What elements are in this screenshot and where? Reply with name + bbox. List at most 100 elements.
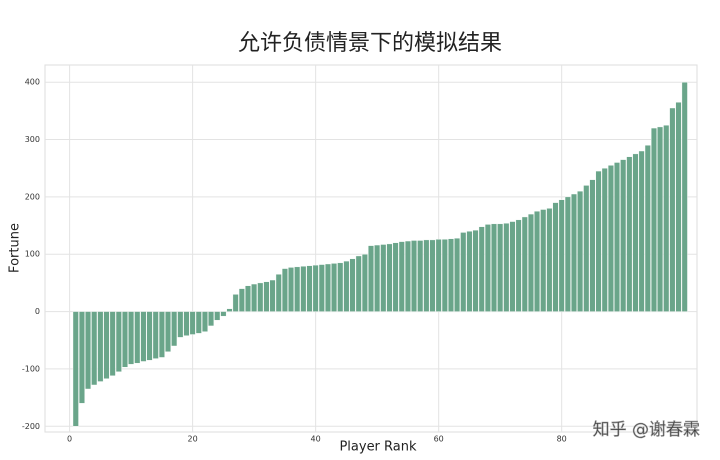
- bar: [380, 244, 387, 312]
- bar: [392, 242, 399, 312]
- bar: [620, 159, 627, 312]
- bar: [134, 311, 141, 364]
- chart-title: 允许负债情景下的模拟结果: [238, 31, 502, 56]
- bar: [238, 288, 245, 312]
- bar: [368, 245, 374, 312]
- bar: [355, 255, 362, 312]
- bar: [214, 311, 221, 321]
- bar: [644, 145, 651, 312]
- bar: [275, 274, 282, 312]
- bar: [540, 209, 547, 312]
- bar: [121, 311, 128, 368]
- y-tick-label: -200: [22, 422, 40, 431]
- bar: [527, 213, 534, 312]
- bar: [435, 239, 442, 312]
- bar: [417, 240, 424, 312]
- bar: [103, 311, 110, 379]
- bar: [564, 196, 571, 312]
- bar: [398, 241, 405, 312]
- y-tick-label: -100: [22, 364, 40, 373]
- bar: [152, 311, 159, 359]
- bar: [626, 156, 633, 312]
- bar: [552, 202, 559, 312]
- bar: [343, 260, 350, 312]
- y-tick-label: 200: [25, 192, 40, 201]
- bar: [374, 244, 381, 312]
- watermark: 知乎 @谢春霖: [593, 420, 700, 440]
- bar: [288, 267, 295, 312]
- bar: [232, 294, 239, 312]
- bar: [466, 231, 473, 312]
- bar: [195, 311, 202, 334]
- bar: [447, 238, 454, 312]
- y-tick-label: 100: [25, 250, 40, 259]
- bar: [571, 193, 577, 312]
- y-axis-label: Fortune: [8, 223, 23, 273]
- bar: [601, 168, 608, 312]
- bar: [177, 311, 184, 338]
- bar: [423, 239, 430, 312]
- bar: [411, 240, 418, 312]
- bar: [589, 179, 596, 312]
- bar: [632, 153, 639, 312]
- bar: [478, 226, 485, 312]
- bar: [140, 311, 147, 362]
- bar: [226, 308, 233, 312]
- y-tick-label: 300: [25, 135, 40, 144]
- bar: [294, 266, 301, 312]
- bar: [472, 229, 479, 312]
- bar: [306, 265, 313, 312]
- bar: [165, 311, 171, 352]
- bar: [509, 221, 516, 312]
- bar: [349, 258, 356, 312]
- bar: [650, 127, 657, 312]
- bar: [281, 268, 288, 312]
- bar: [441, 239, 448, 312]
- bar: [220, 311, 227, 317]
- bar: [312, 264, 319, 312]
- bar: [607, 165, 614, 312]
- bar: [300, 266, 307, 312]
- bar: [183, 311, 190, 336]
- bar: [85, 311, 92, 390]
- bar: [491, 223, 497, 312]
- bar: [657, 126, 664, 312]
- bar: [245, 285, 251, 312]
- bar: [503, 223, 510, 312]
- bar: [72, 311, 79, 427]
- x-tick-label: 60: [434, 435, 444, 444]
- bar: [269, 279, 276, 312]
- bar: [263, 281, 270, 312]
- bar: [404, 240, 411, 312]
- bar: [497, 223, 504, 312]
- bar: [91, 311, 98, 386]
- bar: [675, 102, 682, 312]
- bar: [189, 311, 196, 335]
- bar: [521, 216, 528, 312]
- bar: [208, 311, 215, 327]
- x-tick-label: 40: [311, 435, 321, 444]
- plot-area: [44, 64, 698, 433]
- bar: [515, 219, 522, 312]
- bar: [324, 263, 331, 312]
- x-tick-label: 80: [557, 435, 567, 444]
- bar: [669, 107, 676, 312]
- bar: [583, 185, 590, 312]
- bar: [460, 232, 467, 312]
- bar: [128, 311, 135, 365]
- bar: [614, 162, 621, 312]
- bar: [331, 263, 338, 312]
- bar: [361, 254, 368, 312]
- bar: [337, 262, 344, 312]
- bar: [201, 311, 208, 332]
- x-axis-label: Player Rank: [339, 440, 417, 455]
- bar: [257, 282, 264, 312]
- bar: [681, 82, 688, 312]
- bar: [386, 243, 393, 312]
- y-tick-label: 0: [35, 307, 40, 316]
- bar: [546, 208, 553, 312]
- bar: [158, 311, 165, 358]
- bar: [663, 125, 670, 312]
- bar: [318, 264, 325, 312]
